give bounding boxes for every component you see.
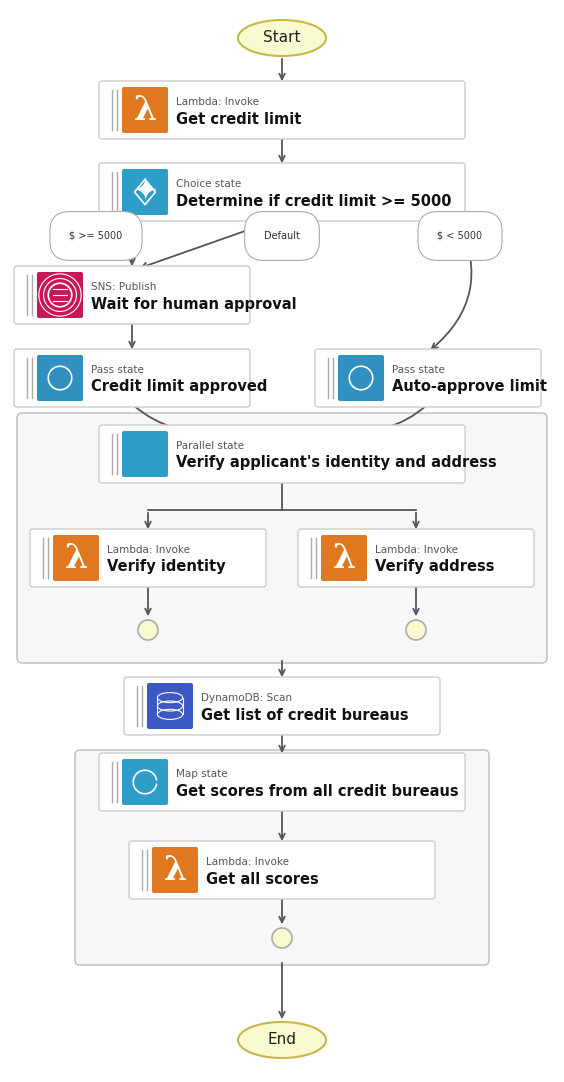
Text: Verify address: Verify address <box>375 559 495 575</box>
FancyBboxPatch shape <box>75 750 489 965</box>
Text: Verify identity: Verify identity <box>107 559 226 575</box>
Text: λ: λ <box>164 854 187 886</box>
Text: Pass state: Pass state <box>392 365 445 375</box>
Text: Lambda: Invoke: Lambda: Invoke <box>176 97 259 107</box>
Text: Pass state: Pass state <box>91 365 144 375</box>
FancyBboxPatch shape <box>124 677 440 735</box>
Text: Lambda: Invoke: Lambda: Invoke <box>107 545 190 555</box>
FancyBboxPatch shape <box>129 841 435 899</box>
Circle shape <box>138 620 158 639</box>
FancyBboxPatch shape <box>147 683 193 729</box>
Text: Get list of credit bureaus: Get list of credit bureaus <box>201 708 409 723</box>
Text: Start: Start <box>263 30 301 45</box>
FancyBboxPatch shape <box>99 425 465 483</box>
Text: Get scores from all credit bureaus: Get scores from all credit bureaus <box>176 783 459 799</box>
FancyBboxPatch shape <box>122 169 168 215</box>
FancyBboxPatch shape <box>37 272 83 318</box>
FancyBboxPatch shape <box>122 431 168 477</box>
FancyBboxPatch shape <box>321 535 367 581</box>
Text: Auto-approve limit: Auto-approve limit <box>392 380 547 395</box>
Text: End: End <box>267 1032 297 1047</box>
Text: λ: λ <box>134 93 157 127</box>
Text: Credit limit approved: Credit limit approved <box>91 380 267 395</box>
Circle shape <box>406 620 426 639</box>
Text: Lambda: Invoke: Lambda: Invoke <box>375 545 458 555</box>
Text: Get all scores: Get all scores <box>206 871 319 886</box>
Ellipse shape <box>238 19 326 56</box>
FancyBboxPatch shape <box>37 355 83 401</box>
Text: $ >= 5000: $ >= 5000 <box>69 230 122 241</box>
FancyBboxPatch shape <box>99 81 465 138</box>
Text: $ < 5000: $ < 5000 <box>438 230 483 241</box>
FancyBboxPatch shape <box>99 753 465 812</box>
FancyBboxPatch shape <box>53 535 99 581</box>
Text: λ: λ <box>332 541 355 575</box>
Text: Parallel state: Parallel state <box>176 441 244 451</box>
FancyBboxPatch shape <box>17 413 547 663</box>
FancyBboxPatch shape <box>298 529 534 588</box>
Circle shape <box>272 928 292 948</box>
Text: Map state: Map state <box>176 769 228 779</box>
FancyBboxPatch shape <box>99 163 465 221</box>
FancyBboxPatch shape <box>122 87 168 133</box>
Text: DynamoDB: Scan: DynamoDB: Scan <box>201 692 292 703</box>
Text: Wait for human approval: Wait for human approval <box>91 296 297 312</box>
FancyBboxPatch shape <box>315 349 541 407</box>
FancyBboxPatch shape <box>14 266 250 324</box>
Text: Default: Default <box>264 230 300 241</box>
Text: Determine if credit limit >= 5000: Determine if credit limit >= 5000 <box>176 194 452 209</box>
Text: Get credit limit: Get credit limit <box>176 111 301 127</box>
Text: λ: λ <box>64 541 87 575</box>
FancyBboxPatch shape <box>14 349 250 407</box>
Ellipse shape <box>238 1022 326 1058</box>
FancyBboxPatch shape <box>338 355 384 401</box>
Text: SNS: Publish: SNS: Publish <box>91 282 156 292</box>
Text: Verify applicant's identity and address: Verify applicant's identity and address <box>176 456 497 471</box>
Text: Lambda: Invoke: Lambda: Invoke <box>206 857 289 867</box>
FancyBboxPatch shape <box>152 847 198 893</box>
Text: ✦: ✦ <box>132 177 158 207</box>
Text: Choice state: Choice state <box>176 179 241 189</box>
FancyBboxPatch shape <box>30 529 266 588</box>
FancyBboxPatch shape <box>122 758 168 805</box>
